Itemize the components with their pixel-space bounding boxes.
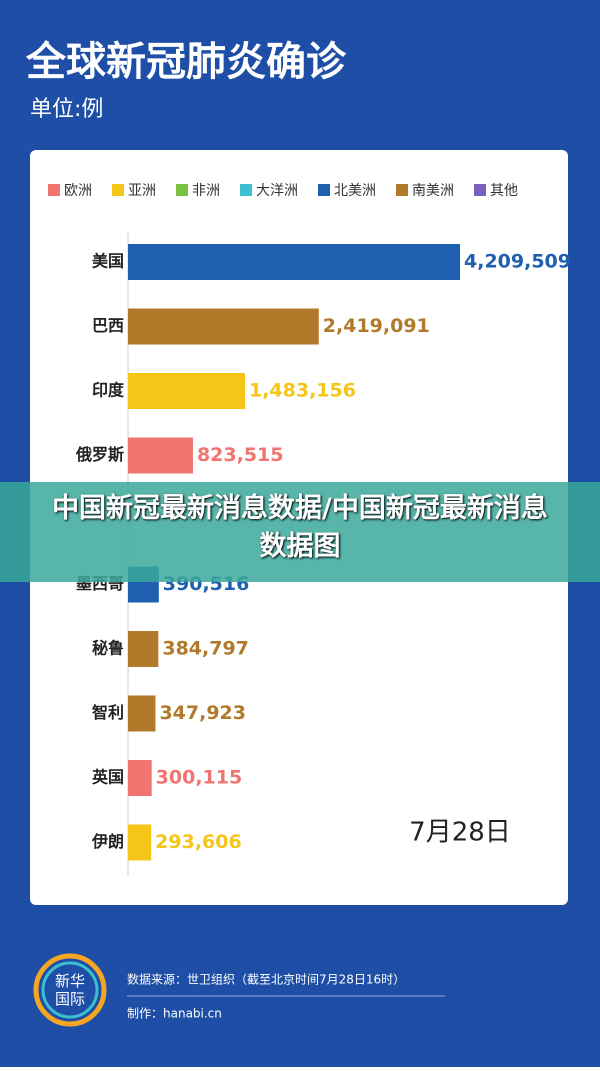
value-label: 1,483,156 [249,380,356,402]
bar [128,244,460,280]
legend-label: 欧洲 [64,183,92,199]
legend-label: 非洲 [192,183,220,199]
bar [128,695,156,732]
category-label: 印度 [92,381,125,400]
category-label: 秘鲁 [92,639,124,658]
category-label: 美国 [92,252,124,271]
legend-label: 其他 [490,183,518,199]
legend-swatch [48,184,60,196]
value-label: 2,419,091 [323,315,430,337]
value-label: 4,209,509 [464,251,571,273]
bar [128,308,319,345]
bar [128,824,152,861]
value-label: 384,797 [162,638,249,660]
legend: 欧洲 亚洲 非洲 大洋洲 北美洲 南美洲 其他 [48,183,518,199]
legend-swatch [474,184,486,196]
legend-label: 大洋洲 [256,183,298,199]
bars: 美国 4,209,509 巴西 2,419,091 印度 1,483,156 俄罗斯 823,… [75,232,571,875]
title: 全球新冠肺炎确诊 [25,39,347,85]
value-label: 300,115 [156,767,243,789]
legend-swatch [240,184,252,196]
legend-swatch [318,184,330,196]
bar [128,760,152,796]
value-label: 293,606 [155,831,242,853]
bar [128,437,193,474]
bar [128,373,245,409]
category-label: 英国 [91,768,124,787]
logo-box: 新华国际 [54,972,85,1008]
legend-swatch [112,184,124,196]
logo-inner [41,961,99,1019]
source-note: 数据来源：世卫组织（截至北京时间7月28日16时） [127,972,405,987]
overlay-banner [0,482,600,582]
logo-ring [33,953,107,1027]
value-label: 347,923 [159,702,246,724]
legend-swatch [176,184,188,196]
subtitle: 单位:例 [30,97,103,122]
category-label: 巴西 [92,316,124,335]
logo-text: 新华国际 [54,972,85,1008]
category-label: 俄罗斯 [75,445,124,464]
overlay-box: 中国新冠最新消息数据/中国新冠最新消息数据图 [52,493,548,562]
date-annotation: 7月28日 [409,818,511,848]
legend-label: 亚洲 [128,183,156,199]
category-label: 智利 [92,703,124,722]
legend-label: 南美洲 [412,183,454,199]
legend-swatch [396,184,408,196]
overlay-title: 中国新冠最新消息数据/中国新冠最新消息数据图 [52,493,548,562]
value-label: 823,515 [197,444,284,466]
category-label: 伊朗 [91,832,124,851]
legend-label: 北美洲 [334,183,376,199]
bar [128,631,159,667]
maker-note: 制作：hanabi.cn [127,1007,222,1021]
